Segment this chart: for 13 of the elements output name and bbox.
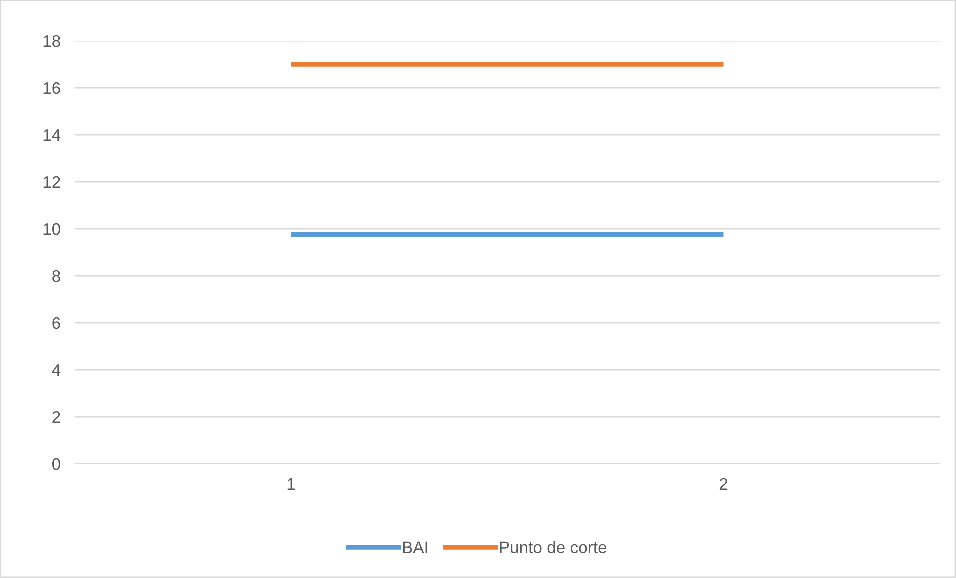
x-tick-label: 1 [288, 478, 296, 490]
y-tick-label: 18 [44, 35, 60, 48]
y-tick-label: 0 [52, 458, 60, 470]
y-tick-label: 4 [52, 364, 61, 376]
legend-label: BAI [403, 542, 428, 554]
y-tick-label: 12 [44, 176, 60, 188]
y-tick-label: 8 [52, 270, 60, 282]
y-tick-label: 14 [44, 130, 61, 142]
y-tick-label: 6 [52, 317, 60, 330]
y-tick-label: 10 [44, 223, 60, 236]
y-tick-label: 2 [52, 411, 60, 424]
y-tick-label: 16 [44, 82, 60, 94]
legend-label: Punto de corte [500, 541, 607, 554]
